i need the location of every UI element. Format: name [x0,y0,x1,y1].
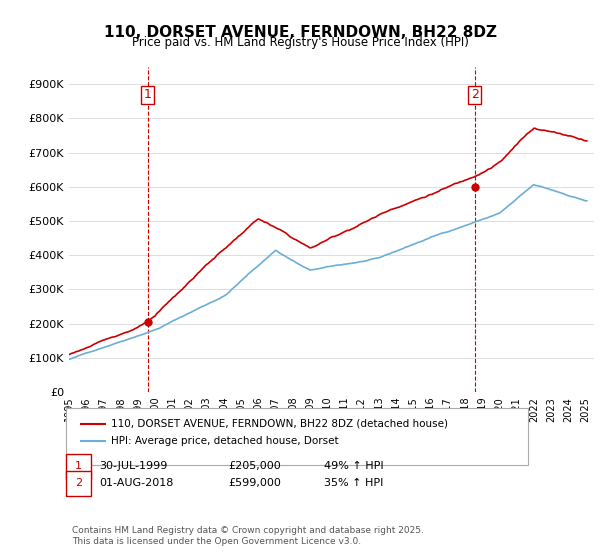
Text: 2: 2 [471,88,479,101]
Point [143,318,152,326]
Text: 1: 1 [75,461,82,471]
Text: 2: 2 [75,478,82,488]
Text: Contains HM Land Registry data © Crown copyright and database right 2025.
This d: Contains HM Land Registry data © Crown c… [72,526,424,546]
Text: 49% ↑ HPI: 49% ↑ HPI [324,461,383,471]
Text: 01-AUG-2018: 01-AUG-2018 [99,478,173,488]
Text: 110, DORSET AVENUE, FERNDOWN, BH22 8DZ (detached house): 110, DORSET AVENUE, FERNDOWN, BH22 8DZ (… [111,419,448,429]
Text: £599,000: £599,000 [228,478,281,488]
Text: 30-JUL-1999: 30-JUL-1999 [99,461,167,471]
Text: 110, DORSET AVENUE, FERNDOWN, BH22 8DZ: 110, DORSET AVENUE, FERNDOWN, BH22 8DZ [104,25,497,40]
Text: 35% ↑ HPI: 35% ↑ HPI [324,478,383,488]
Text: 1: 1 [144,88,152,101]
Text: £205,000: £205,000 [228,461,281,471]
Text: HPI: Average price, detached house, Dorset: HPI: Average price, detached house, Dors… [111,436,338,446]
Point [470,183,479,192]
Text: Price paid vs. HM Land Registry's House Price Index (HPI): Price paid vs. HM Land Registry's House … [131,36,469,49]
